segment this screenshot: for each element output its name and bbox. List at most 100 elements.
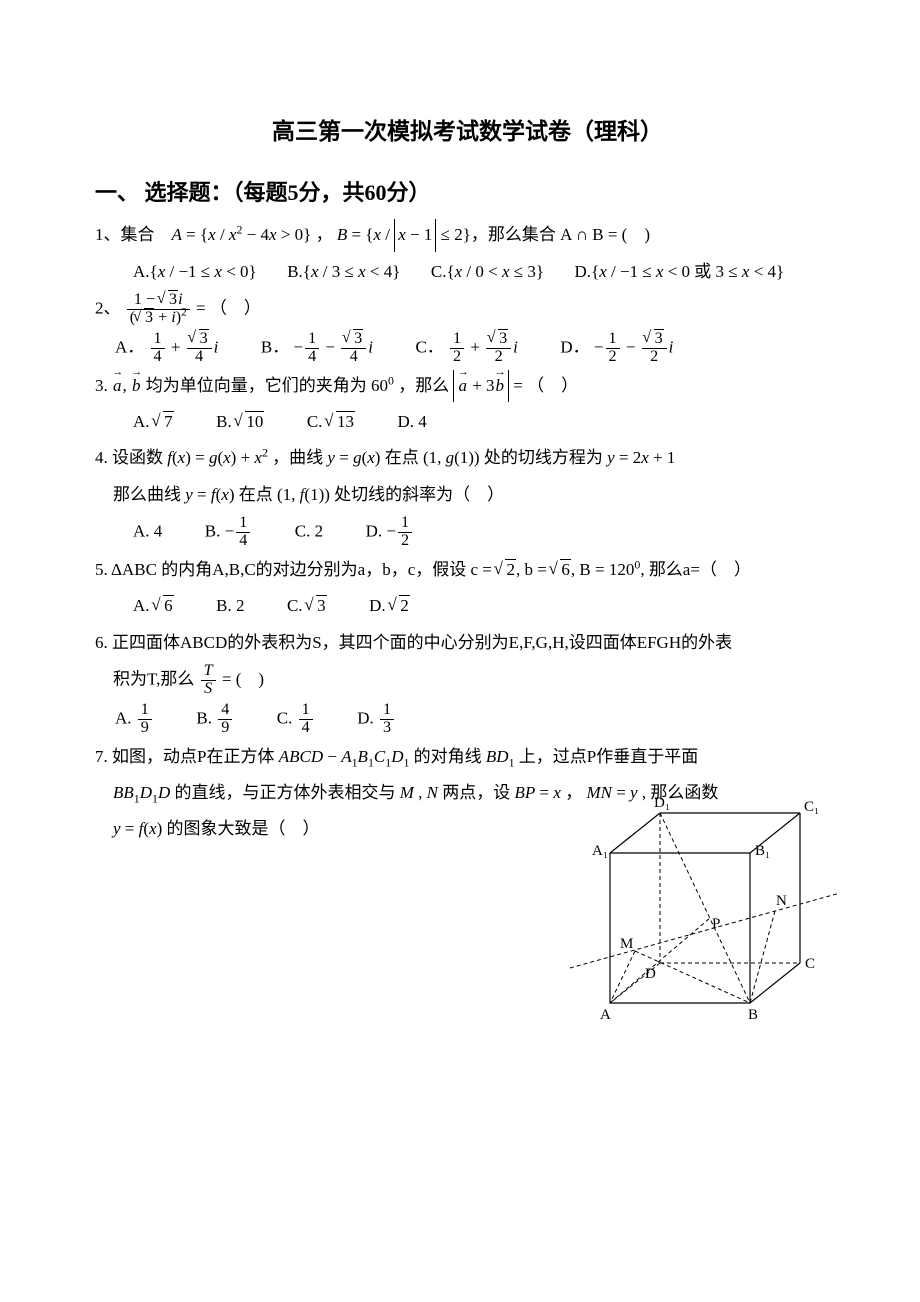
q6-Sd: S <box>204 680 212 697</box>
q2B-d1: 4 <box>305 348 319 366</box>
question-3: 3. a, b 均为单位向量，它们的夹角为 600 ，那么 a + 3b = （… <box>95 370 840 402</box>
q2-main-fraction: 1 − 3i (3 + i)2 <box>127 292 190 327</box>
q2-C: C． <box>415 337 443 356</box>
q1-optA-label: A. <box>133 262 150 281</box>
lbl-N: N <box>776 893 787 909</box>
q3-options: A. 7 B. 10 C. 13 D. 4 <box>133 406 840 438</box>
q6An: 1 <box>138 702 152 719</box>
q3A-r: 7 <box>163 411 174 431</box>
q2C-s: 3 <box>498 329 508 347</box>
q2-B: B． <box>261 337 289 356</box>
q3-pre: 3. <box>95 376 112 395</box>
q4-B: B. <box>205 521 225 540</box>
lbl-D: D <box>645 966 656 982</box>
q3-mid2: ，那么 <box>394 376 454 395</box>
q6-B: B. <box>196 708 212 727</box>
q2C-n1: 1 <box>450 331 464 348</box>
q3B-r: 10 <box>245 411 264 431</box>
q6Ad: 9 <box>138 719 152 737</box>
q2A-d2: 4 <box>187 348 212 366</box>
q6Bn: 4 <box>218 702 232 719</box>
q6-options: A. 19 B. 49 C. 14 D. 13 <box>115 702 840 737</box>
q6-l2b: = ( ) <box>222 669 264 688</box>
q2D-s: 3 <box>654 329 664 347</box>
q2B-d2: 4 <box>341 348 366 366</box>
q4-D: D. <box>366 521 387 540</box>
lbl-A: A <box>600 1007 611 1023</box>
q2-sqrt3-den: 3 <box>144 308 154 326</box>
q3-eq: = （ ） <box>509 376 578 395</box>
q4B-d: 4 <box>236 532 250 550</box>
q1-optC-label: C. <box>431 262 447 281</box>
question-2: 2、 1 − 3i (3 + i)2 = （ ） <box>95 292 840 327</box>
q4D-d: 2 <box>398 532 412 550</box>
q4B-n: 1 <box>236 515 250 532</box>
q2-options: A． 14 + 34i B． −14 − 34i C． 12 + 32i D． … <box>115 331 840 366</box>
q2A-n1: 1 <box>151 331 165 348</box>
q2-eq: = （ ） <box>196 298 261 317</box>
q5-c: , B = 120 <box>571 560 634 579</box>
lbl-C1: C₁ <box>804 799 819 815</box>
q2-num: 2、 <box>95 298 121 317</box>
q2D-d2: 2 <box>642 348 667 366</box>
q2-sqrt3-num: 3 <box>168 290 178 308</box>
q1-stem-post: ，那么集合 A ∩ B = ( ) <box>471 225 650 244</box>
q6Dd: 3 <box>380 719 394 737</box>
q5C-r: 3 <box>316 595 327 615</box>
q2D-n1: 1 <box>606 331 620 348</box>
q5-crad: 2 <box>505 559 516 579</box>
q6Bd: 9 <box>218 719 232 737</box>
q4-A: A. 4 <box>133 521 162 540</box>
lbl-B1: B₁ <box>755 843 770 859</box>
question-5: 5. ΔABC 的内角A,B,C的对边分别为a，b，c，假设 c = 2, b … <box>95 554 840 586</box>
q6Dn: 1 <box>380 702 394 719</box>
q3C-r: 13 <box>336 411 355 431</box>
q6Cd: 4 <box>299 719 313 737</box>
question-4-line2: 那么曲线 y = f(x) 在点 (1, f(1)) 处切线的斜率为（ ） <box>113 479 840 511</box>
q5-a: 5. ΔABC 的内角A,B,C的对边分别为a，b，c，假设 c = <box>95 560 496 579</box>
lbl-A1: A₁ <box>592 843 608 859</box>
q1-optB-label: B. <box>287 262 303 281</box>
q6Cn: 1 <box>299 702 313 719</box>
q6-Tn: T <box>204 662 213 679</box>
lbl-D1: D₁ <box>654 795 670 811</box>
q5-b: , b = <box>516 560 551 579</box>
lbl-B: B <box>748 1007 758 1023</box>
q3-C: C. <box>307 412 323 431</box>
q3-B: B. <box>216 412 232 431</box>
q5-d: , 那么a=（ ） <box>640 560 751 579</box>
q2-D: D． <box>560 337 589 356</box>
q5-options: A. 6 B. 2 C. 3 D. 2 <box>133 590 840 622</box>
lbl-P: P <box>712 916 720 932</box>
q6-C: C. <box>277 708 293 727</box>
question-7-line1: 7. 如图，动点P在正方体 ABCD − A1B1C1D1 的对角线 BD1 上… <box>95 741 840 773</box>
question-6-line1: 6. 正四面体ABCD的外表积为S，其四个面的中心分别为E,F,G,H,设四面体… <box>95 627 840 659</box>
q1-stem-mid: ， <box>316 225 333 244</box>
q5A-r: 6 <box>163 595 174 615</box>
lbl-C: C <box>805 956 815 972</box>
q4-options: A. 4 B. −14 C. 2 D. −12 <box>133 515 840 550</box>
q2D-d1: 2 <box>606 348 620 366</box>
cube-diagram: D₁ C₁ A₁ B₁ D C A B M N P <box>550 793 850 1053</box>
lbl-M: M <box>620 936 633 952</box>
q5-B: B. 2 <box>216 596 244 615</box>
q5-brad: 6 <box>560 559 571 579</box>
q2B-n1: 1 <box>305 331 319 348</box>
q2B-s: 3 <box>353 329 363 347</box>
q2-A: A． <box>115 337 144 356</box>
q1-stem-pre: 1、集合 <box>95 225 172 244</box>
section-1-header: 一、 选择题：（每题5分，共60分） <box>95 172 840 214</box>
q2A-d1: 4 <box>151 348 165 366</box>
q6-l2a: 积为T,那么 <box>113 669 194 688</box>
q6-A: A. <box>115 708 132 727</box>
question-7-line3: y = f(x) 的图象大致是（ ） <box>113 813 840 1065</box>
q3-A: A. <box>133 412 150 431</box>
q1-optD-label: D. <box>575 262 592 281</box>
q5-D: D. <box>369 596 386 615</box>
question-1: 1、集合 A = {x / x2 − 4x > 0} ， B = {x / x … <box>95 219 840 251</box>
q4-C: C. 2 <box>295 521 323 540</box>
question-4-line1: 4. 设函数 f(x) = g(x) + x2 ，曲线 y = g(x) 在点 … <box>95 442 840 474</box>
q5-C: C. <box>287 596 303 615</box>
q4D-n: 1 <box>398 515 412 532</box>
q3-mid1: 均为单位向量，它们的夹角为 60 <box>142 376 389 395</box>
